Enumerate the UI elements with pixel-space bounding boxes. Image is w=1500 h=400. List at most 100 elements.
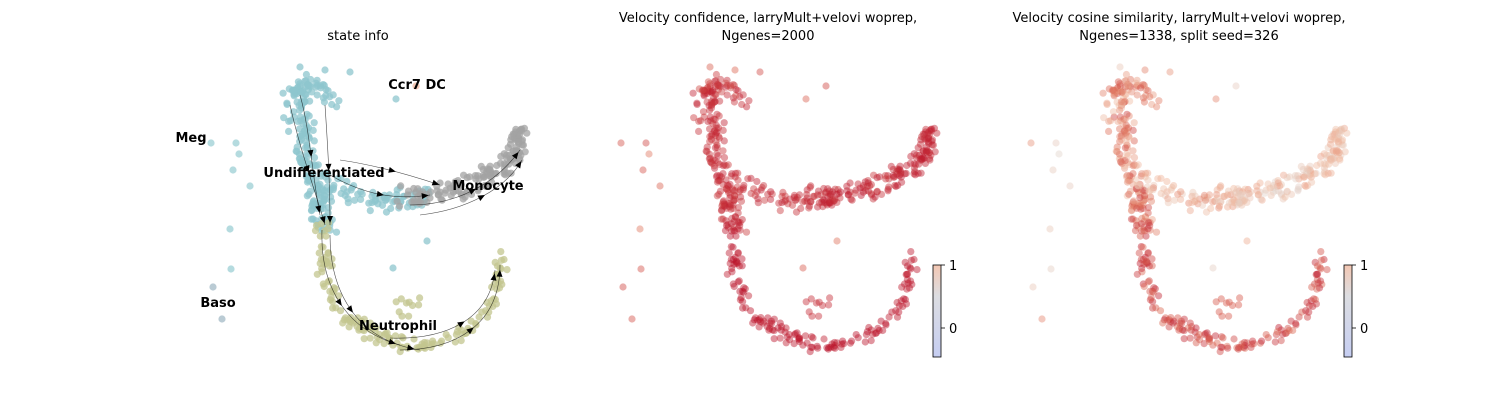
confidence-point: [901, 258, 909, 266]
confidence-point: [721, 227, 730, 235]
confidence-point: [742, 228, 751, 236]
confidence-point: [920, 130, 929, 138]
cosine-point: [1276, 182, 1284, 190]
stream-arrow: [431, 179, 440, 186]
confidence-point: [910, 170, 918, 178]
cosine-point: [1129, 126, 1137, 134]
cosine-point: [1168, 183, 1176, 192]
cosine-point: [1130, 137, 1138, 145]
cosine-point: [1110, 113, 1118, 121]
cosine-point: [1136, 180, 1144, 188]
cosine-point: [1132, 162, 1140, 170]
cosine-point: [1267, 191, 1275, 200]
cosine-point: [1049, 166, 1057, 174]
cosine-point: [1320, 170, 1328, 178]
cosine-point: [1209, 264, 1217, 272]
confidence-point: [710, 127, 718, 135]
cosine-point: [1167, 186, 1175, 194]
cosine-point: [1131, 201, 1139, 209]
confidence-point: [718, 206, 726, 214]
cosine-point: [1194, 200, 1202, 208]
cosine-point: [1120, 127, 1128, 135]
confidence-point: [730, 98, 739, 106]
cosine-point: [1117, 158, 1125, 166]
cosine-point: [1284, 324, 1292, 332]
confidence-point: [925, 139, 933, 148]
cosine-point: [1129, 170, 1137, 178]
confidence-point: [807, 182, 815, 190]
cosine-point: [1055, 150, 1063, 158]
cosine-point: [1161, 191, 1169, 199]
cosine-point: [1123, 110, 1131, 118]
cosine-point: [1230, 335, 1238, 343]
state-point: [297, 158, 305, 166]
cosine-point: [1116, 113, 1124, 121]
panel2-colorbar-bar: [932, 264, 942, 358]
cosine-point: [1322, 161, 1330, 169]
confidence-point: [744, 175, 752, 183]
cosine-point: [1306, 167, 1314, 175]
confidence-point: [822, 82, 830, 90]
state-point: [408, 301, 417, 310]
state-point: [335, 97, 343, 105]
confidence-point: [636, 225, 644, 233]
confidence-point: [710, 115, 718, 123]
cosine-point: [1144, 225, 1152, 233]
confidence-point: [922, 136, 930, 144]
confidence-point: [715, 134, 724, 142]
confidence-point: [809, 192, 818, 200]
state-point: [385, 334, 393, 342]
state-point: [307, 215, 316, 223]
confidence-point: [854, 334, 862, 342]
state-point: [395, 202, 404, 210]
confidence-point: [895, 166, 903, 174]
state-point: [246, 182, 254, 190]
cosine-point: [1240, 197, 1248, 205]
cosine-point: [1243, 198, 1251, 206]
confidence-point: [893, 165, 902, 173]
state-point: [301, 144, 309, 152]
stream-arrow: [466, 327, 474, 335]
cosine-point: [1217, 198, 1225, 206]
confidence-point: [742, 304, 750, 312]
state-point: [398, 312, 406, 320]
state-point: [372, 339, 380, 347]
state-point: [332, 304, 340, 312]
cosine-point: [1239, 196, 1247, 204]
confidence-point: [803, 197, 811, 205]
state-point: [492, 300, 500, 308]
cosine-point: [1136, 203, 1144, 211]
state-point: [280, 114, 288, 122]
confidence-point: [717, 75, 725, 84]
confidence-point: [818, 198, 826, 206]
cosine-point: [1136, 194, 1144, 202]
cosine-point: [1337, 151, 1345, 159]
confidence-point: [706, 80, 714, 88]
cosine-point: [1292, 321, 1300, 329]
cosine-point: [1118, 99, 1126, 107]
confidence-point: [884, 187, 892, 195]
cosine-point: [1160, 185, 1168, 193]
confidence-point: [730, 197, 738, 205]
confidence-point: [867, 326, 875, 334]
cosine-point: [1253, 187, 1261, 195]
cosine-point: [1038, 315, 1046, 323]
confidence-point: [923, 135, 932, 143]
cosine-point: [1283, 188, 1291, 196]
confidence-point: [619, 283, 627, 291]
cosine-point: [1123, 178, 1132, 186]
confidence-point: [902, 271, 910, 279]
confidence-point: [905, 284, 914, 292]
confidence-point: [910, 164, 919, 172]
confidence-point: [803, 339, 811, 347]
state-info-panel: state info Meg Ccr7 DC Undifferentiated …: [175, 29, 531, 356]
cosine-point: [1327, 169, 1335, 177]
cosine-point: [1289, 326, 1297, 335]
confidence-point: [755, 316, 763, 324]
confidence-point: [928, 137, 936, 145]
state-point: [366, 334, 374, 342]
state-point: [415, 199, 423, 207]
state-point: [497, 256, 505, 264]
confidence-point: [929, 141, 938, 149]
confidence-point: [828, 340, 836, 348]
